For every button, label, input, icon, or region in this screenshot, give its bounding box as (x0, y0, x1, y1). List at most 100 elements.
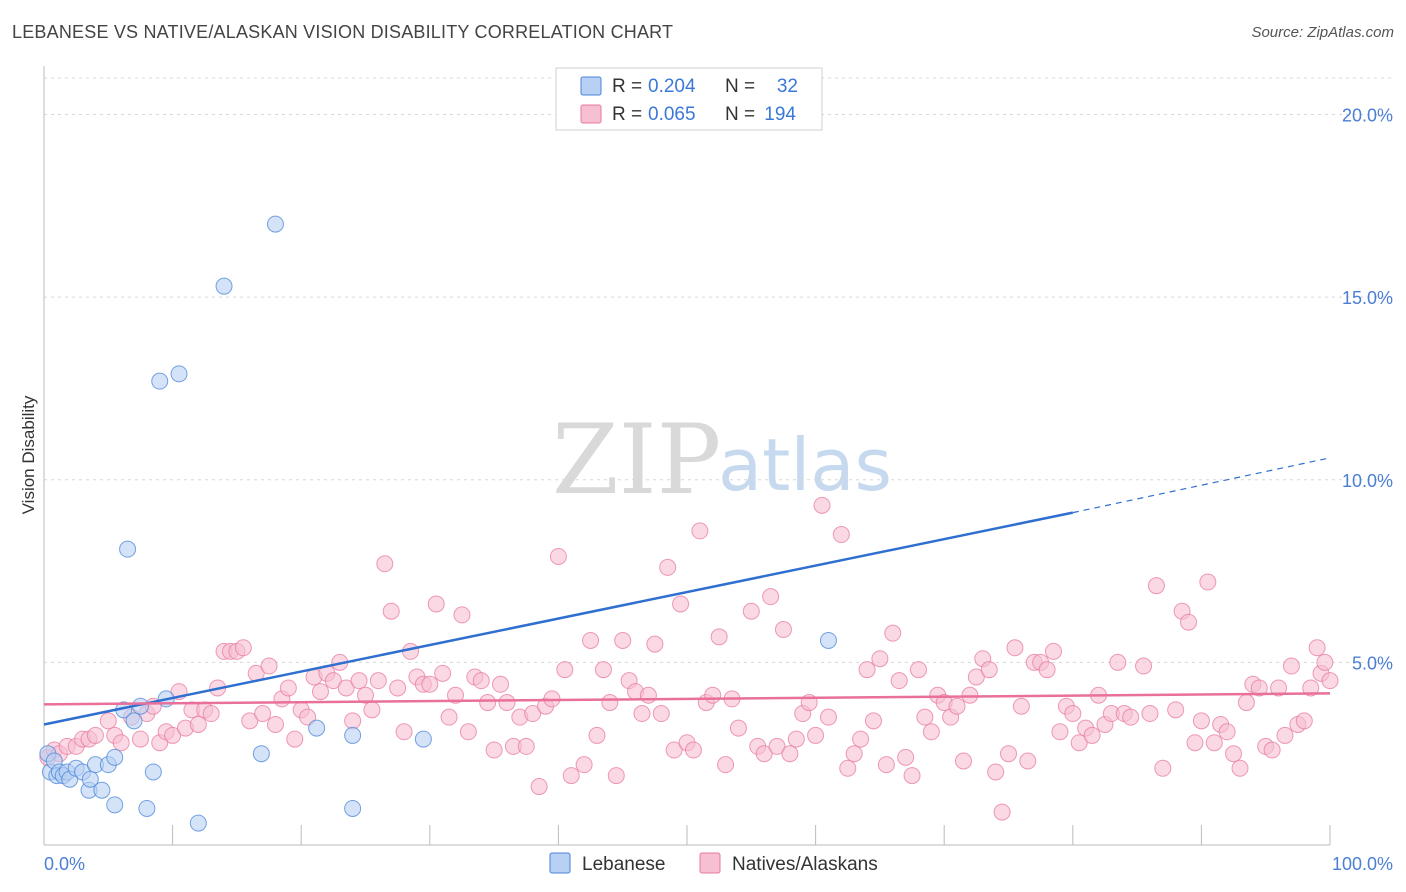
native-point-21 (189, 715, 207, 733)
native-point-94 (665, 741, 683, 759)
watermark-atlas: atlas (718, 423, 892, 507)
native-point-144 (1000, 745, 1017, 763)
native-point-188 (1295, 712, 1313, 730)
native-point-12 (131, 730, 149, 748)
native-point-150 (1038, 661, 1056, 679)
y-tick-labels: 5.0% 10.0% 15.0% 20.0% (1342, 106, 1393, 674)
native-point-155 (1070, 734, 1088, 752)
lebanese-point-17 (125, 712, 143, 730)
native-point-45 (344, 712, 362, 730)
native-point-125 (877, 756, 895, 774)
native-point-184 (1270, 679, 1288, 697)
native-point-118 (832, 526, 850, 544)
native-point-185 (1276, 726, 1294, 744)
native-point-93 (659, 558, 677, 576)
native-point-157 (1083, 726, 1101, 744)
native-point-172 (1192, 712, 1210, 730)
native-point-143 (993, 803, 1011, 821)
source-label: Source: ZipAtlas.com (1251, 24, 1394, 41)
native-point-170 (1180, 613, 1198, 631)
lebanese-point-26 (189, 814, 207, 832)
native-point-97 (684, 741, 702, 759)
native-point-163 (1122, 708, 1140, 726)
native-point-152 (1051, 723, 1069, 741)
native-point-62 (453, 606, 471, 624)
native-point-82 (588, 726, 606, 744)
native-point-79 (562, 767, 580, 785)
native-point-126 (884, 624, 902, 642)
native-point-57 (421, 675, 439, 693)
native-point-165 (1141, 705, 1159, 723)
native-point-69 (498, 694, 516, 712)
watermark-zip: ZIP (552, 404, 721, 516)
native-point-128 (897, 748, 915, 766)
native-point-58 (427, 595, 445, 613)
native-point-161 (1109, 653, 1127, 671)
native-point-151 (1045, 642, 1063, 660)
y-tick-label-20: 20.0% (1342, 106, 1393, 126)
native-point-89 (633, 705, 651, 723)
native-point-78 (556, 661, 574, 679)
lebanese-point-34 (819, 631, 837, 649)
bottom-legend-swatch-natives (699, 852, 721, 874)
native-point-146 (1012, 697, 1030, 715)
trend-lines (43, 457, 1331, 726)
native-point-167 (1154, 759, 1172, 777)
y-tick-label-5: 5.0% (1352, 653, 1393, 673)
native-point-92 (652, 705, 670, 723)
legend-r-label-1: R = (612, 76, 642, 97)
native-point-176 (1218, 723, 1236, 741)
native-point-115 (807, 726, 825, 744)
lebanese-point-23 (119, 540, 137, 558)
native-point-53 (395, 723, 413, 741)
native-point-50 (376, 555, 394, 573)
lebanese-point-24 (151, 372, 169, 390)
native-point-73 (524, 705, 542, 723)
native-point-139 (967, 668, 985, 686)
native-point-101 (710, 628, 728, 646)
native-point-52 (389, 679, 407, 697)
native-point-179 (1237, 694, 1255, 712)
lebanese-point-27 (215, 277, 233, 295)
native-point-68 (492, 675, 510, 693)
legend-swatch-lebanese (580, 76, 602, 96)
x-tick-label-max: 100.0% (1332, 854, 1393, 874)
lebanese-trend-extension (1072, 457, 1331, 514)
native-point-85 (607, 767, 625, 785)
native-point-130 (909, 661, 927, 679)
native-point-124 (871, 650, 889, 668)
native-point-10 (112, 734, 130, 752)
native-point-147 (1019, 752, 1037, 770)
native-point-120 (845, 745, 863, 763)
native-point-60 (440, 708, 458, 726)
x-tick-label-min: 0.0% (44, 854, 85, 874)
native-point-111 (781, 745, 799, 763)
legend-swatch-natives (580, 104, 602, 124)
native-point-129 (903, 767, 921, 785)
grid-lines (44, 77, 1393, 663)
bottom-legend: Lebanese Natives/Alaskans (549, 852, 878, 875)
lebanese-point-13 (93, 781, 111, 799)
native-point-192 (1316, 653, 1334, 671)
native-point-164 (1135, 657, 1153, 675)
y-tick-label-15: 15.0% (1342, 288, 1393, 308)
native-point-90 (639, 686, 657, 704)
legend-n-value-1: 32 (777, 76, 798, 97)
native-point-46 (350, 672, 368, 690)
native-point-65 (472, 672, 490, 690)
native-point-107 (755, 745, 773, 763)
native-point-154 (1064, 705, 1082, 723)
native-point-183 (1263, 741, 1281, 759)
legend-n-label-1: N = (725, 76, 755, 97)
y-axis-title: Vision Disability (19, 395, 38, 514)
native-point-84 (601, 694, 619, 712)
native-point-177 (1225, 745, 1243, 763)
native-point-190 (1308, 639, 1326, 657)
legend-r-value-1: 0.204 (648, 76, 696, 97)
native-point-51 (382, 602, 400, 620)
lebanese-point-29 (266, 215, 284, 233)
chart-title: LEBANESE VS NATIVE/ALASKAN VISION DISABI… (12, 22, 674, 42)
native-point-137 (954, 752, 972, 770)
legend-r-value-2: 0.065 (648, 104, 696, 125)
